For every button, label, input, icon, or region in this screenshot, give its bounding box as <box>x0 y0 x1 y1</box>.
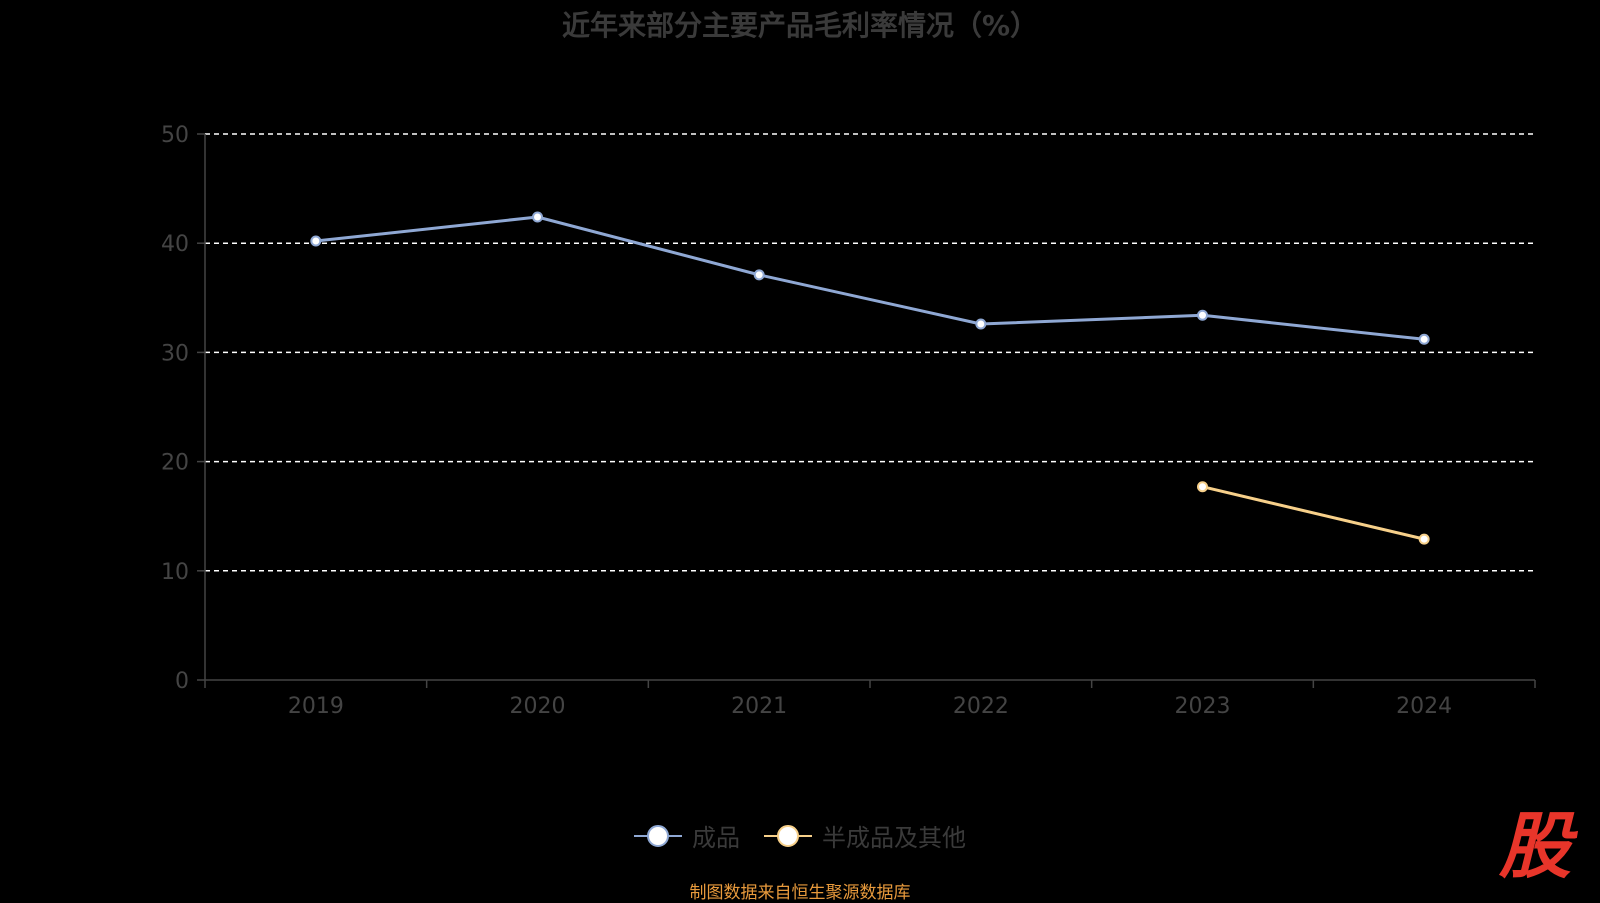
x-tick-label: 2020 <box>510 694 566 719</box>
series <box>310 211 1430 545</box>
data-point <box>975 318 987 330</box>
y-tick-label: 40 <box>161 232 189 257</box>
y-tick-label: 20 <box>161 451 189 476</box>
data-point <box>310 235 322 247</box>
data-point <box>1197 481 1208 493</box>
legend-label: 半成品及其他 <box>822 824 966 852</box>
x-tick-label: 2024 <box>1396 694 1452 719</box>
y-tick-label: 30 <box>161 341 189 366</box>
chart-title: 近年来部分主要产品毛利率情况（%） <box>561 9 1039 42</box>
source-note: 制图数据来自恒生聚源数据库 <box>689 883 911 903</box>
y-tick-label: 50 <box>161 123 189 148</box>
legend-marker-icon <box>634 823 682 849</box>
axes: 0 10 20 30 40 50 2019 2020 2021 2022 2023 2024 <box>161 123 1536 719</box>
data-point <box>532 211 543 223</box>
series-line-2 <box>1202 485 1425 541</box>
data-point <box>753 269 765 281</box>
legend-marker-icon <box>764 823 812 849</box>
x-tick-label: 2023 <box>1175 694 1231 719</box>
y-tick-label: 10 <box>161 560 189 585</box>
watermark-logo: 股 <box>1498 804 1571 888</box>
legend-item-1[interactable]: 成品 <box>634 818 740 853</box>
grid-lines <box>205 133 1535 572</box>
legend-label: 成品 <box>692 824 740 852</box>
x-tick-label: 2022 <box>953 694 1009 719</box>
series-line-1 <box>315 215 1425 341</box>
data-point <box>1418 333 1430 345</box>
legend-item-2[interactable]: 半成品及其他 <box>764 818 966 853</box>
data-point <box>1197 309 1208 321</box>
data-point <box>1418 533 1430 545</box>
x-tick-label: 2021 <box>731 694 787 719</box>
y-tick-label: 0 <box>175 669 189 694</box>
x-tick-label: 2019 <box>288 694 344 719</box>
legend: 成品 半成品及其他 <box>0 818 1600 853</box>
